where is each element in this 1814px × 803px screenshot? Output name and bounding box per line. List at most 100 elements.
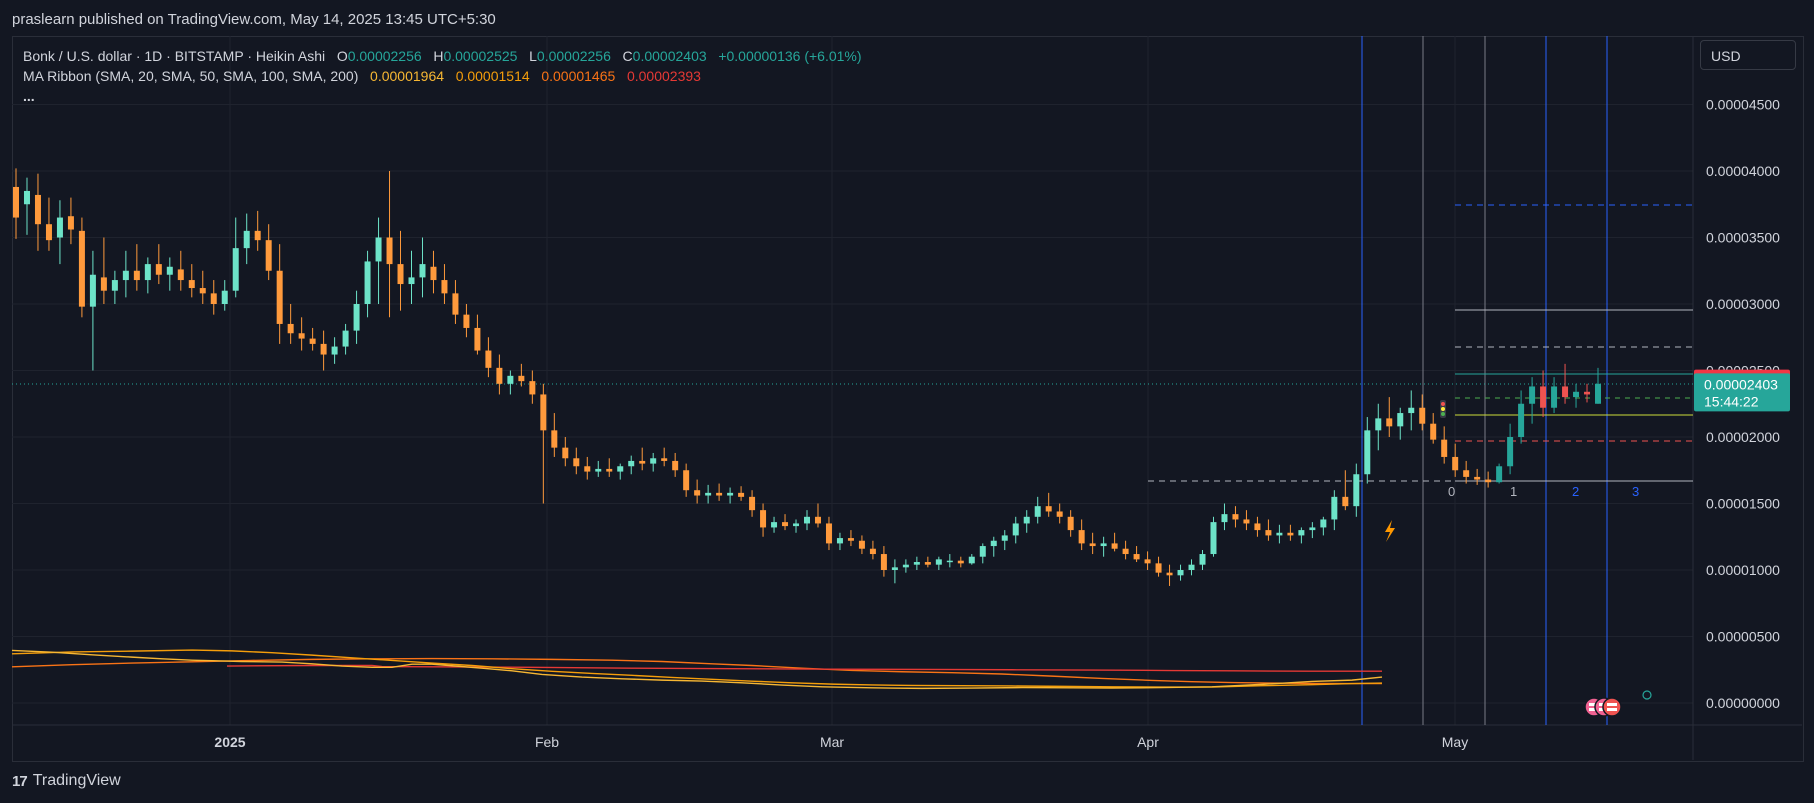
candle-body bbox=[683, 470, 690, 491]
ohlc-row: Bonk / U.S. dollar · 1D · BITSTAMP · Hei… bbox=[23, 46, 862, 66]
flag-stripe bbox=[1589, 708, 1599, 711]
candle-body bbox=[199, 288, 206, 294]
candle-body bbox=[1232, 514, 1239, 520]
candle-body bbox=[1067, 516, 1074, 531]
fib-cycle-label: 3 bbox=[1632, 484, 1639, 499]
candle-body bbox=[716, 492, 723, 496]
candle-body bbox=[441, 280, 448, 294]
candle-body bbox=[287, 323, 294, 334]
candle-body bbox=[913, 562, 920, 565]
close-label: C bbox=[622, 48, 633, 64]
candle-body bbox=[1375, 418, 1382, 431]
candle-body bbox=[1551, 386, 1558, 408]
y-tick-label: 0.00000000 bbox=[1706, 695, 1780, 711]
candle-body bbox=[1188, 564, 1195, 570]
candle-body bbox=[1540, 386, 1547, 408]
candle-body bbox=[935, 559, 942, 565]
ma50-value: 0.00001514 bbox=[455, 68, 530, 84]
candle-body bbox=[749, 496, 756, 511]
candle-body bbox=[1452, 456, 1459, 471]
candle-body bbox=[1518, 403, 1525, 437]
brand-name: TradingView bbox=[32, 772, 121, 789]
candle-body bbox=[573, 458, 580, 467]
candle-body bbox=[814, 516, 821, 524]
chart-legend: Bonk / U.S. dollar · 1D · BITSTAMP · Hei… bbox=[23, 46, 862, 106]
candle-body bbox=[331, 346, 338, 355]
candle-body bbox=[430, 266, 437, 281]
candle-body bbox=[386, 237, 393, 265]
candle-body bbox=[518, 375, 525, 382]
candle-body bbox=[45, 224, 52, 241]
candle-body bbox=[825, 523, 832, 544]
price-tag-last-text: 0.00002403 bbox=[1704, 376, 1778, 392]
candle-body bbox=[188, 280, 195, 289]
published-info: praslearn published on TradingView.com, … bbox=[12, 11, 496, 28]
candle-body bbox=[1111, 543, 1118, 549]
candle-body bbox=[793, 523, 800, 527]
candle-body bbox=[1221, 514, 1228, 523]
candle-body bbox=[1309, 527, 1316, 531]
candle-body bbox=[243, 230, 250, 249]
sun-icon bbox=[1642, 690, 1652, 700]
candle-body bbox=[694, 490, 701, 496]
candle-body bbox=[1386, 418, 1393, 427]
y-tick-label: 0.00002000 bbox=[1706, 429, 1780, 445]
close-value: 0.00002403 bbox=[632, 48, 707, 64]
sma100-line bbox=[11, 657, 1382, 685]
candle-body bbox=[1045, 506, 1052, 512]
candle-body bbox=[968, 556, 975, 564]
candle-body bbox=[1144, 559, 1151, 564]
candle-body bbox=[562, 447, 569, 459]
candle-body bbox=[1177, 570, 1184, 576]
currency-selector[interactable]: USD bbox=[1700, 40, 1796, 70]
candle-body bbox=[1331, 496, 1338, 520]
y-tick-label: 0.00004500 bbox=[1706, 97, 1780, 113]
candle-body bbox=[1100, 543, 1107, 547]
ma200-value: 0.00002393 bbox=[626, 68, 701, 84]
candle-body bbox=[617, 466, 624, 472]
candle-body bbox=[639, 460, 646, 464]
candle-body bbox=[474, 327, 481, 351]
candle-body bbox=[1243, 519, 1250, 524]
symbol-title[interactable]: Bonk / U.S. dollar · 1D · BITSTAMP · Hei… bbox=[23, 48, 326, 64]
traffic-light-green bbox=[1441, 412, 1445, 416]
candle-body bbox=[1397, 413, 1404, 427]
more-indicators[interactable]: ... bbox=[23, 88, 35, 104]
candle-body bbox=[1408, 407, 1415, 414]
footer-brand: 17 TradingView bbox=[12, 772, 121, 790]
candle-body bbox=[309, 338, 316, 344]
chart-panel[interactable] bbox=[12, 36, 1804, 762]
candle-body bbox=[738, 492, 745, 497]
candle-body bbox=[760, 510, 767, 528]
candle-body bbox=[1056, 511, 1063, 517]
open-value: 0.00002256 bbox=[347, 48, 422, 64]
candle-body bbox=[56, 217, 63, 238]
candle-body bbox=[1562, 386, 1569, 398]
candle-body bbox=[1496, 466, 1503, 483]
candle-body bbox=[1463, 470, 1470, 477]
candle-body bbox=[727, 492, 734, 496]
y-tick-label: 0.00000500 bbox=[1706, 629, 1780, 645]
ma-ribbon-title[interactable]: MA Ribbon (SMA, 20, SMA, 50, SMA, 100, S… bbox=[23, 68, 359, 84]
candle-body bbox=[111, 280, 118, 291]
candle-body bbox=[858, 540, 865, 549]
candle-body bbox=[1166, 572, 1173, 576]
ma20-value: 0.00001964 bbox=[370, 68, 445, 84]
candle-body bbox=[155, 264, 162, 275]
candle-body bbox=[661, 458, 668, 461]
candle-body bbox=[782, 522, 789, 527]
candle-body bbox=[353, 304, 360, 331]
candle-body bbox=[1430, 423, 1437, 440]
sma20-line bbox=[11, 649, 1383, 690]
candle-body bbox=[1133, 554, 1140, 560]
x-tick-label: May bbox=[1442, 734, 1468, 750]
candle-body bbox=[595, 468, 602, 472]
sma200-line bbox=[226, 664, 1382, 672]
candle-body bbox=[771, 522, 778, 528]
candle-body bbox=[507, 375, 514, 384]
candle-body bbox=[628, 460, 635, 467]
candle-body bbox=[1034, 506, 1041, 517]
candle-body bbox=[946, 560, 953, 563]
candle-body bbox=[529, 381, 536, 395]
